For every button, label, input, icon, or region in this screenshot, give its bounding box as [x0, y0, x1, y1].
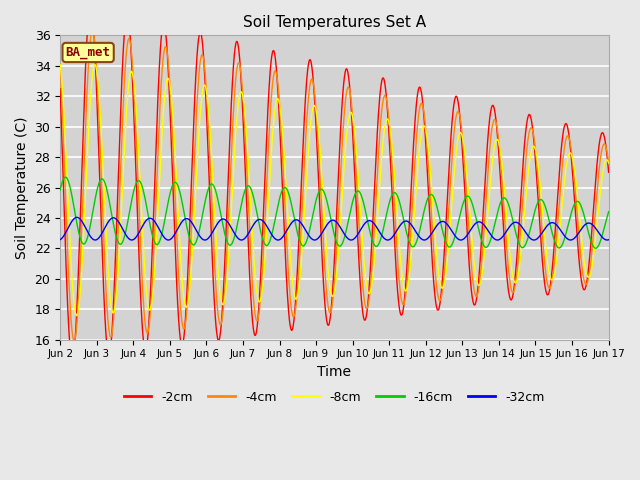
- Legend: -2cm, -4cm, -8cm, -16cm, -32cm: -2cm, -4cm, -8cm, -16cm, -32cm: [119, 385, 550, 408]
- Y-axis label: Soil Temperature (C): Soil Temperature (C): [15, 116, 29, 259]
- Title: Soil Temperatures Set A: Soil Temperatures Set A: [243, 15, 426, 30]
- X-axis label: Time: Time: [317, 365, 351, 379]
- Text: BA_met: BA_met: [66, 46, 111, 59]
